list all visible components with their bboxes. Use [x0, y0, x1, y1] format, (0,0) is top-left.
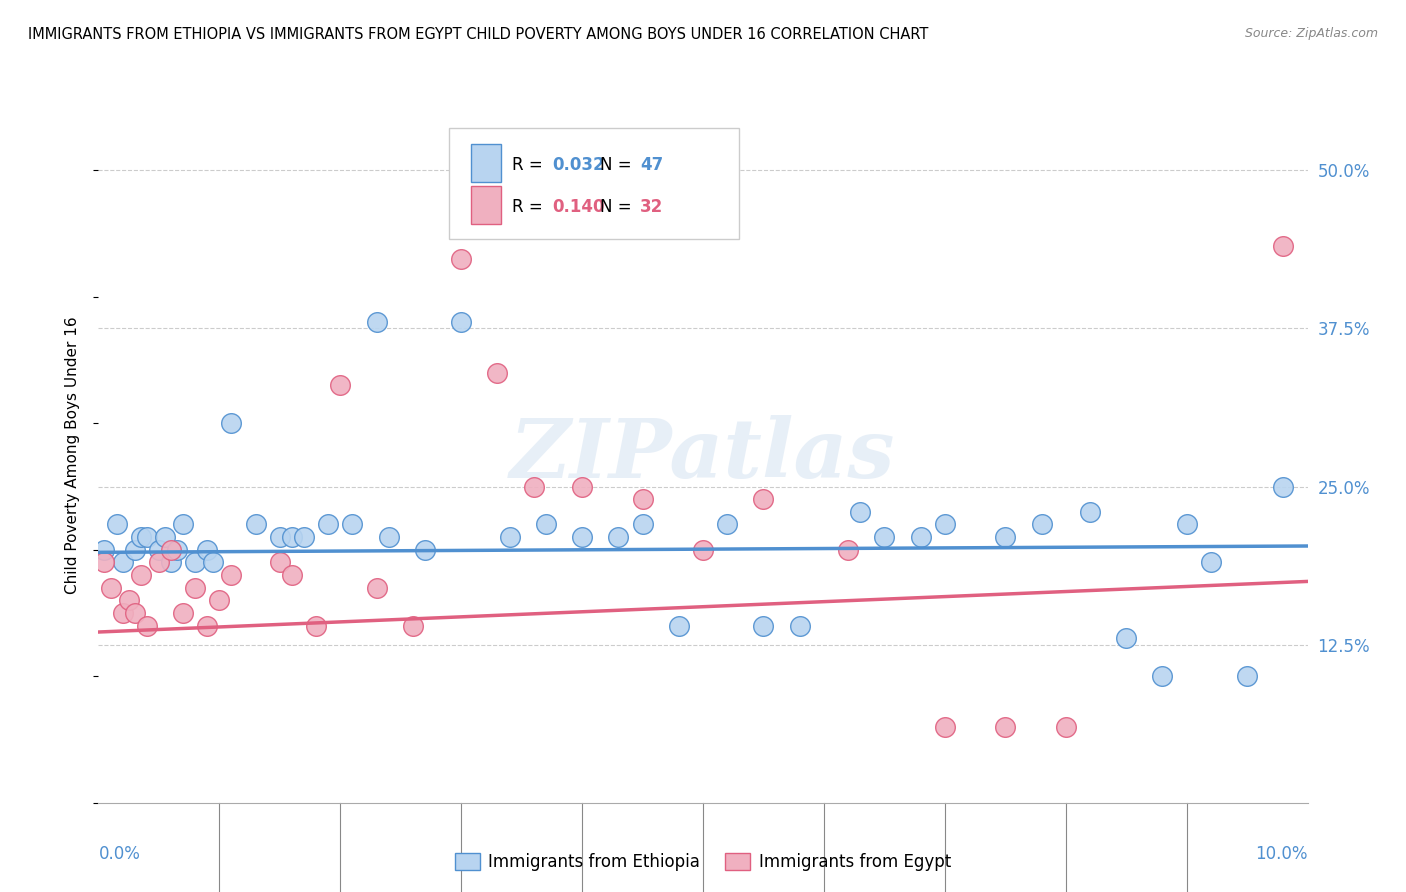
Point: [148, 556, 170, 570]
Point: [105, 517, 128, 532]
Point: [202, 556, 225, 570]
Point: [281, 530, 304, 544]
Point: [93, 556, 115, 570]
Text: 47: 47: [640, 156, 664, 174]
Point: [1115, 632, 1137, 646]
Legend: Immigrants from Ethiopia, Immigrants from Egypt: Immigrants from Ethiopia, Immigrants fro…: [449, 847, 957, 878]
Point: [129, 530, 152, 544]
Point: [172, 517, 194, 532]
Point: [934, 517, 956, 532]
Point: [450, 252, 472, 266]
Text: 0.0%: 0.0%: [98, 845, 141, 863]
Point: [316, 517, 339, 532]
Text: N =: N =: [600, 156, 637, 174]
Point: [366, 581, 388, 595]
Point: [849, 505, 872, 519]
Point: [1078, 505, 1101, 519]
Point: [342, 517, 364, 532]
Point: [269, 556, 291, 570]
Text: R =: R =: [512, 156, 548, 174]
Point: [534, 517, 557, 532]
Point: [631, 517, 654, 532]
Point: [994, 720, 1017, 734]
Text: N =: N =: [600, 197, 637, 216]
Text: ZIPatlas: ZIPatlas: [510, 415, 896, 495]
Point: [668, 618, 690, 632]
Point: [789, 618, 811, 632]
Point: [148, 542, 170, 557]
Point: [184, 556, 207, 570]
Point: [498, 530, 520, 544]
Point: [329, 378, 352, 392]
Point: [221, 417, 243, 431]
Point: [366, 315, 388, 329]
Point: [305, 618, 328, 632]
Point: [172, 606, 194, 620]
Point: [124, 606, 146, 620]
FancyBboxPatch shape: [449, 128, 740, 239]
Point: [910, 530, 932, 544]
Point: [281, 568, 304, 582]
Point: [571, 530, 593, 544]
Text: R =: R =: [512, 197, 548, 216]
Point: [486, 366, 509, 380]
Point: [129, 568, 152, 582]
Point: [135, 618, 157, 632]
Point: [118, 593, 141, 607]
FancyBboxPatch shape: [471, 144, 501, 182]
Point: [221, 568, 243, 582]
Point: [716, 517, 738, 532]
Point: [292, 530, 315, 544]
Point: [692, 542, 714, 557]
Point: [195, 618, 218, 632]
Text: IMMIGRANTS FROM ETHIOPIA VS IMMIGRANTS FROM EGYPT CHILD POVERTY AMONG BOYS UNDER: IMMIGRANTS FROM ETHIOPIA VS IMMIGRANTS F…: [28, 27, 928, 42]
Text: 10.0%: 10.0%: [1256, 845, 1308, 863]
Text: Source: ZipAtlas.com: Source: ZipAtlas.com: [1244, 27, 1378, 40]
Point: [402, 618, 425, 632]
Text: 0.032: 0.032: [553, 156, 605, 174]
Text: 32: 32: [640, 197, 664, 216]
Point: [1272, 479, 1295, 493]
Point: [208, 593, 231, 607]
Point: [450, 315, 472, 329]
Point: [523, 479, 546, 493]
Point: [1031, 517, 1053, 532]
Point: [245, 517, 267, 532]
Point: [752, 618, 775, 632]
Point: [100, 581, 122, 595]
Point: [166, 542, 188, 557]
Point: [873, 530, 896, 544]
Point: [195, 542, 218, 557]
Point: [111, 606, 134, 620]
Point: [93, 542, 115, 557]
Y-axis label: Child Poverty Among Boys Under 16: Child Poverty Among Boys Under 16: [65, 316, 80, 594]
Point: [837, 542, 859, 557]
Point: [934, 720, 956, 734]
Point: [111, 556, 134, 570]
Point: [1199, 556, 1222, 570]
Point: [1272, 239, 1295, 253]
Point: [1236, 669, 1258, 683]
Point: [124, 542, 146, 557]
Point: [607, 530, 630, 544]
Point: [377, 530, 399, 544]
Point: [571, 479, 593, 493]
Point: [752, 492, 775, 507]
Point: [160, 542, 183, 557]
Point: [269, 530, 291, 544]
Point: [631, 492, 654, 507]
Point: [1054, 720, 1077, 734]
Point: [153, 530, 176, 544]
Point: [413, 542, 436, 557]
Text: 0.140: 0.140: [553, 197, 605, 216]
Point: [160, 556, 183, 570]
Point: [1175, 517, 1198, 532]
Point: [135, 530, 157, 544]
Point: [1152, 669, 1174, 683]
FancyBboxPatch shape: [471, 186, 501, 224]
Point: [994, 530, 1017, 544]
Point: [184, 581, 207, 595]
